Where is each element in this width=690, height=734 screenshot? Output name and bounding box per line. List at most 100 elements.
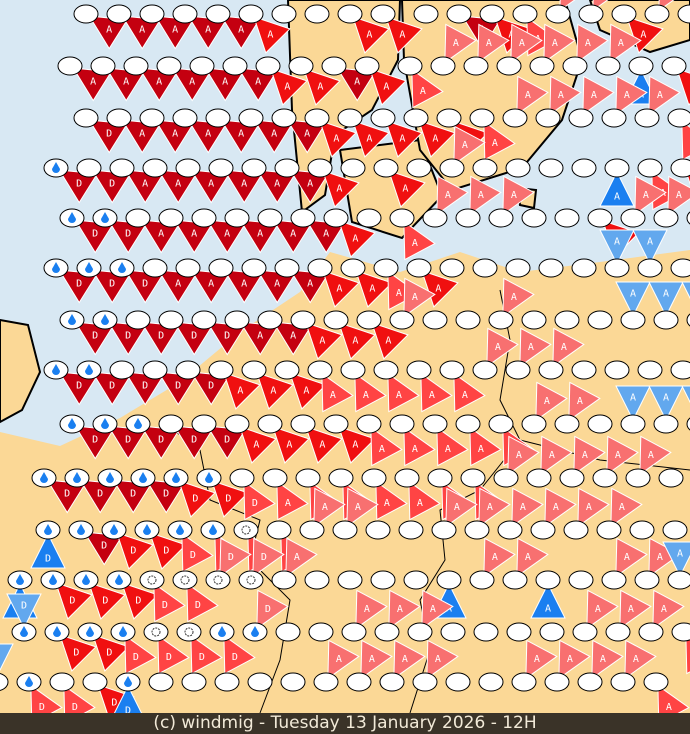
- wind-arrow: D: [157, 634, 190, 675]
- station-ellipse: [176, 622, 202, 642]
- station-marker: [158, 310, 184, 330]
- station-ellipse: [587, 310, 613, 330]
- station-ellipse: [628, 56, 654, 76]
- wind-triangle: [375, 480, 408, 521]
- wind-arrow: A: [403, 277, 436, 318]
- wind-trend-label: A: [366, 133, 372, 144]
- wind-trend-label: A: [435, 283, 441, 294]
- wind-triangle: [582, 75, 615, 116]
- wind-trend-label: D: [39, 702, 45, 713]
- station-marker: [200, 520, 226, 540]
- wind-trend-label: A: [366, 29, 372, 40]
- station-marker: [529, 56, 555, 76]
- wind-triangle: [639, 435, 672, 476]
- station-marker: [304, 570, 330, 590]
- station-marker: [106, 108, 132, 128]
- wind-trend-label: A: [586, 502, 592, 513]
- wind-triangle: [411, 68, 444, 109]
- wind-triangle: [648, 385, 684, 422]
- station-ellipse: [109, 360, 135, 380]
- wind-triangle: [313, 487, 346, 528]
- station-marker: [224, 310, 250, 330]
- wind-trend-label: A: [615, 450, 621, 461]
- wind-arrow: A: [525, 639, 558, 680]
- wind-trend-label: A: [222, 76, 228, 87]
- wind-triangle: [338, 426, 376, 464]
- station-marker: [379, 672, 405, 692]
- wind-arrow: A: [535, 381, 568, 422]
- station-marker: [40, 570, 66, 590]
- wind-arrow: A: [420, 372, 453, 413]
- station-marker: [288, 56, 314, 76]
- station-ellipse: [307, 158, 333, 178]
- station-marker: [241, 158, 267, 178]
- station-marker: [229, 468, 255, 488]
- station-marker: [587, 208, 613, 228]
- station-ellipse: [337, 4, 363, 24]
- wind-arrow: A: [516, 537, 549, 578]
- wind-trend-label: A: [453, 38, 459, 49]
- station-marker: [653, 414, 679, 434]
- station-marker: [571, 158, 597, 178]
- station-marker: [455, 208, 481, 228]
- station-marker: [497, 520, 523, 540]
- wind-arrow: A: [483, 120, 516, 161]
- wind-triangle: [426, 639, 459, 680]
- wind-triangle: [634, 175, 667, 216]
- wind-trend-label: D: [125, 434, 131, 445]
- wind-triangle: [6, 593, 42, 630]
- wind-arrow: A: [507, 435, 540, 476]
- wind-triangle: [256, 372, 294, 410]
- station-marker: [629, 520, 655, 540]
- station-marker: [274, 360, 300, 380]
- wind-trend-label: D: [92, 228, 98, 239]
- station-marker: [43, 158, 69, 178]
- wind-triangle: [586, 589, 619, 630]
- station-marker: [488, 414, 514, 434]
- station-marker: [110, 622, 136, 642]
- rain-drop-icon: [110, 524, 118, 535]
- wind-trend-label: A: [224, 228, 230, 239]
- station-marker: [571, 360, 597, 380]
- station-marker: [238, 4, 264, 24]
- wind-triangle: [502, 277, 535, 318]
- station-marker: [106, 570, 132, 590]
- station-marker: [125, 414, 151, 434]
- station-marker: [637, 258, 663, 278]
- station-marker: [97, 468, 123, 488]
- wind-trend-label: D: [261, 552, 267, 563]
- station-marker: [535, 570, 561, 590]
- wind-arrow: A: [662, 541, 690, 578]
- station-ellipse: [488, 208, 514, 228]
- wind-triangle: [685, 634, 690, 675]
- wind-trend-label: A: [379, 444, 385, 455]
- station-marker: [521, 414, 547, 434]
- station-marker: [241, 360, 267, 380]
- wind-arrow: A: [327, 639, 360, 680]
- station-marker: [502, 570, 528, 590]
- station-marker: [73, 108, 99, 128]
- wind-triangle: [516, 75, 549, 116]
- station-marker: [257, 208, 283, 228]
- station-ellipse: [538, 158, 564, 178]
- wind-triangle: [369, 68, 407, 106]
- wind-arrow: A: [436, 175, 469, 216]
- rain-drop-icon: [172, 472, 180, 483]
- wind-trend-label: D: [195, 600, 201, 611]
- wind-trend-label: A: [396, 288, 402, 299]
- station-ellipse: [604, 258, 630, 278]
- wind-trend-label: A: [561, 342, 567, 353]
- station-marker: [571, 258, 597, 278]
- wind-trend-label: A: [619, 502, 625, 513]
- wind-trend-label: A: [90, 76, 96, 87]
- station-ellipse: [356, 414, 382, 434]
- wind-triangle: [619, 589, 652, 630]
- wind-trend-label: A: [478, 190, 484, 201]
- station-marker: [156, 56, 182, 76]
- station-ellipse: [644, 4, 670, 24]
- station-ellipse: [634, 570, 660, 590]
- rain-drop-icon: [85, 364, 93, 375]
- station-marker: [73, 4, 99, 24]
- station-marker: [686, 211, 690, 225]
- station-marker: [394, 468, 420, 488]
